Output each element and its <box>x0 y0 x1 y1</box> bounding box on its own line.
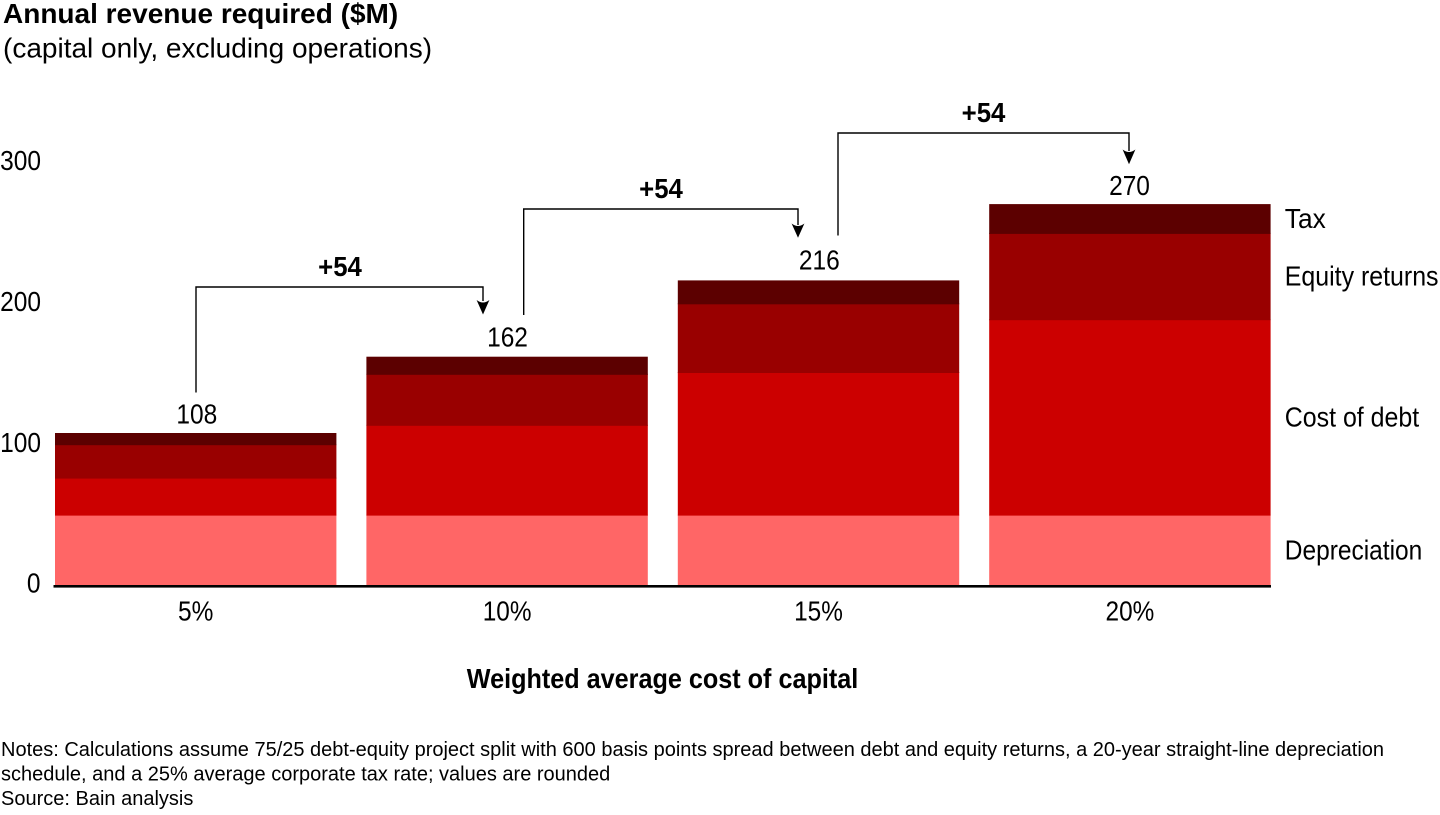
svg-text:15%: 15% <box>794 595 843 627</box>
svg-text:0: 0 <box>27 567 41 599</box>
svg-text:Equity returns: Equity returns <box>1285 260 1439 292</box>
svg-text:5%: 5% <box>178 595 213 627</box>
svg-text:100: 100 <box>0 426 41 458</box>
svg-text:10%: 10% <box>483 595 532 627</box>
svg-text:+54: +54 <box>962 97 1006 128</box>
svg-text:Source: Bain analysis: Source: Bain analysis <box>1 788 193 810</box>
svg-text:300: 300 <box>0 144 41 176</box>
svg-text:(capital only, excluding opera: (capital only, excluding operations) <box>3 33 432 64</box>
svg-text:Weighted average cost of capit: Weighted average cost of capital <box>467 663 858 695</box>
svg-text:schedule, and a 25% average co: schedule, and a 25% average corporate ta… <box>1 763 610 785</box>
svg-text:162: 162 <box>487 321 528 353</box>
svg-text:216: 216 <box>799 244 840 276</box>
svg-text:20%: 20% <box>1106 595 1155 627</box>
svg-text:+54: +54 <box>639 173 683 204</box>
svg-text:Cost of debt: Cost of debt <box>1285 401 1420 433</box>
svg-text:Depreciation: Depreciation <box>1285 534 1422 566</box>
svg-text:Annual revenue required ($M): Annual revenue required ($M) <box>3 0 398 29</box>
svg-text:200: 200 <box>0 285 41 317</box>
svg-text:+54: +54 <box>318 251 362 282</box>
svg-text:270: 270 <box>1109 169 1150 201</box>
svg-text:Notes: Calculations assume 75/: Notes: Calculations assume 75/25 debt-eq… <box>1 739 1384 761</box>
svg-text:108: 108 <box>176 398 217 430</box>
svg-text:Tax: Tax <box>1285 202 1326 234</box>
